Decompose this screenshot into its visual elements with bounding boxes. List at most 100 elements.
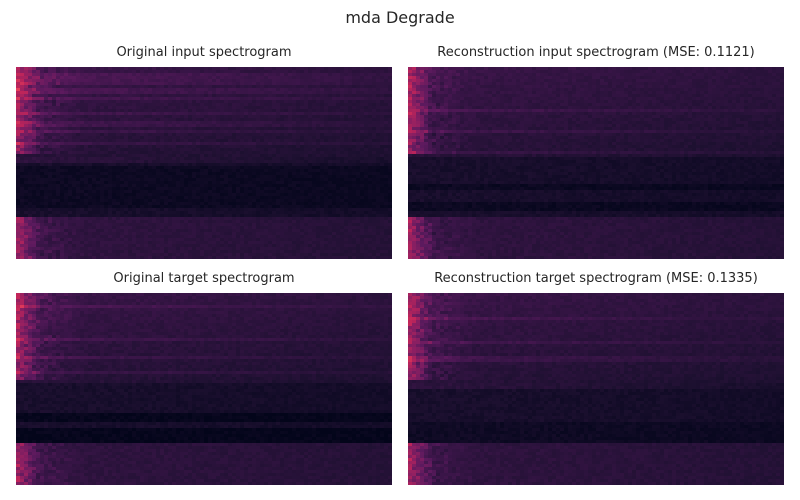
spectrogram-cell xyxy=(128,172,132,175)
spectrogram-cell xyxy=(192,217,196,220)
spectrogram-cell xyxy=(208,121,212,124)
spectrogram-cell xyxy=(76,175,80,178)
spectrogram-cell xyxy=(204,181,208,184)
spectrogram-cell xyxy=(52,184,56,187)
spectrogram-cell xyxy=(88,106,92,109)
spectrogram-cell xyxy=(124,133,128,136)
spectrogram-cell xyxy=(52,94,56,97)
spectrogram-cell xyxy=(284,166,288,169)
spectrogram-cell xyxy=(364,100,368,103)
spectrogram-cell xyxy=(112,124,116,127)
spectrogram-cell xyxy=(320,196,324,199)
spectrogram-cell xyxy=(236,223,240,226)
spectrogram-cell xyxy=(32,109,36,112)
spectrogram-cell xyxy=(380,139,384,142)
spectrogram-cell xyxy=(288,130,292,133)
spectrogram-cell xyxy=(204,97,208,100)
spectrogram-cell xyxy=(176,205,180,208)
spectrogram-cell xyxy=(100,196,104,199)
spectrogram-cell xyxy=(60,184,64,187)
spectrogram-cell xyxy=(144,211,148,214)
spectrogram-cell xyxy=(352,121,356,124)
spectrogram-cell xyxy=(80,175,84,178)
spectrogram-cell xyxy=(340,175,344,178)
spectrogram-cell xyxy=(56,223,60,226)
spectrogram-cell xyxy=(156,205,160,208)
spectrogram-cell xyxy=(304,181,308,184)
spectrogram-cell xyxy=(92,121,96,124)
spectrogram-cell xyxy=(328,127,332,130)
spectrogram-cell xyxy=(168,124,172,127)
spectrogram-cell xyxy=(344,106,348,109)
spectrogram-cell xyxy=(232,157,236,160)
spectrogram-cell xyxy=(292,208,296,211)
spectrogram-cell xyxy=(320,100,324,103)
spectrogram-cell xyxy=(352,169,356,172)
spectrogram-cell xyxy=(328,184,332,187)
spectrogram-cell xyxy=(256,82,260,85)
spectrogram-cell xyxy=(280,97,284,100)
spectrogram-cell xyxy=(380,85,384,88)
spectrogram-cell xyxy=(92,214,96,217)
spectrogram-cell xyxy=(260,199,264,202)
spectrogram-cell xyxy=(20,82,24,85)
spectrogram-cell xyxy=(352,181,356,184)
spectrogram-cell xyxy=(332,124,336,127)
spectrogram-cell xyxy=(60,142,64,145)
spectrogram-cell xyxy=(324,88,328,91)
spectrogram-cell xyxy=(376,148,380,151)
spectrogram-cell xyxy=(356,67,360,70)
spectrogram-cell xyxy=(252,211,256,214)
spectrogram-cell xyxy=(116,154,120,157)
spectrogram-cell xyxy=(44,157,48,160)
spectrogram-cell xyxy=(220,199,224,202)
spectrogram-cell xyxy=(120,193,124,196)
spectrogram-cell xyxy=(164,130,168,133)
spectrogram-cell xyxy=(148,115,152,118)
spectrogram-cell xyxy=(188,202,192,205)
spectrogram-cell xyxy=(316,94,320,97)
spectrogram-cell xyxy=(384,70,388,73)
spectrogram-cell xyxy=(280,73,284,76)
spectrogram-cell xyxy=(80,130,84,133)
spectrogram-cell xyxy=(84,166,88,169)
spectrogram-cell xyxy=(228,79,232,82)
spectrogram-cell xyxy=(84,124,88,127)
spectrogram-cell xyxy=(232,109,236,112)
spectrogram-cell xyxy=(184,103,188,106)
spectrogram-cell xyxy=(148,169,152,172)
spectrogram-cell xyxy=(28,211,32,214)
spectrogram-cell xyxy=(24,151,28,154)
spectrogram-cell xyxy=(332,139,336,142)
spectrogram-cell xyxy=(72,190,76,193)
spectrogram-cell xyxy=(264,121,268,124)
spectrogram-cell xyxy=(204,190,208,193)
spectrogram-cell xyxy=(188,172,192,175)
spectrogram-cell xyxy=(364,97,368,100)
spectrogram-cell xyxy=(328,211,332,214)
spectrogram-cell xyxy=(128,88,132,91)
spectrogram-cell xyxy=(76,151,80,154)
spectrogram-cell xyxy=(200,172,204,175)
spectrogram-cell xyxy=(140,67,144,70)
spectrogram-cell xyxy=(184,163,188,166)
spectrogram-cell xyxy=(160,166,164,169)
spectrogram-cell xyxy=(380,100,384,103)
spectrogram-cell xyxy=(92,202,96,205)
spectrogram-cell xyxy=(112,211,116,214)
spectrogram-cell xyxy=(344,217,348,220)
spectrogram-cell xyxy=(16,121,20,124)
spectrogram-cell xyxy=(80,136,84,139)
spectrogram-cell xyxy=(380,190,384,193)
spectrogram-cell xyxy=(284,169,288,172)
spectrogram-cell xyxy=(376,187,380,190)
spectrogram-cell xyxy=(160,88,164,91)
spectrogram-cell xyxy=(96,67,100,70)
spectrogram-cell xyxy=(192,175,196,178)
spectrogram-cell xyxy=(380,91,384,94)
spectrogram-cell xyxy=(216,67,220,70)
spectrogram-cell xyxy=(272,178,276,181)
spectrogram-cell xyxy=(240,217,244,220)
spectrogram-cell xyxy=(388,94,392,97)
spectrogram-cell xyxy=(248,121,252,124)
